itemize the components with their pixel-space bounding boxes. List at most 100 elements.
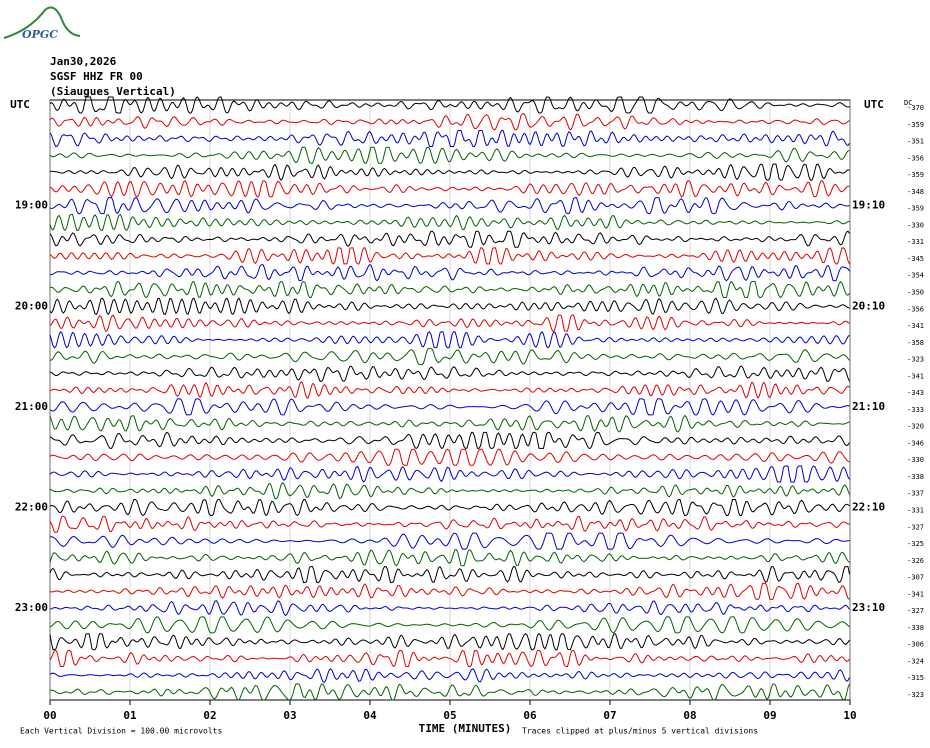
dc-value: -327 [907,607,924,615]
trace [49,431,850,450]
dc-value: -327 [907,523,924,531]
trace [49,683,850,701]
dc-value: -341 [907,372,924,380]
trace [49,465,850,483]
trace [49,667,850,683]
trace [49,196,850,215]
trace [49,549,850,567]
trace [49,297,850,316]
trace [49,365,850,382]
dc-value: -358 [907,339,924,347]
dc-value: -348 [907,188,924,196]
x-tick-label: 04 [363,709,377,722]
dc-value: -351 [907,138,924,146]
title: SGSF HHZ FR 00 [50,70,143,83]
trace [49,649,850,668]
left-time-label: 22:00 [15,501,48,514]
left-time-label: UTC [10,98,30,111]
trace [49,532,850,550]
dc-value: -320 [907,423,924,431]
x-tick-label: 03 [283,709,296,722]
trace [49,331,850,349]
footer-right: Traces clipped at plus/minus 5 vertical … [522,727,758,736]
footer-left: Each Vertical Division = 100.00 microvol… [20,727,222,736]
x-tick-label: 05 [443,709,456,722]
title: Jan30,2026 [50,55,117,68]
trace [49,230,850,248]
left-time-label: 19:00 [15,199,48,212]
logo: OPGC [22,28,58,41]
x-tick-label: 08 [683,709,696,722]
trace [49,398,850,416]
right-time-label: UTC [864,98,884,111]
trace [49,381,850,399]
dc-value: -337 [907,490,924,498]
left-time-label: 23:00 [15,601,48,614]
x-axis-label: TIME (MINUTES) [419,722,512,735]
dc-value: -343 [907,389,924,397]
trace [49,616,850,634]
x-tick-label: 09 [763,709,776,722]
trace [49,565,850,584]
x-tick-label: 02 [203,709,216,722]
dc-value: -345 [907,255,924,263]
dc-value: -315 [907,674,924,682]
dc-value: -330 [907,221,924,229]
trace [49,280,850,299]
trace [49,113,850,131]
left-time-label: 20:00 [15,299,48,312]
left-time-label: 21:00 [15,400,48,413]
dc-value: -341 [907,590,924,598]
dc-value: -338 [907,624,924,632]
trace [49,264,850,282]
right-time-label: 20:10 [852,299,885,312]
trace [49,180,850,198]
dc-value: -307 [907,574,924,582]
logo-curve [3,6,81,39]
dc-value: -325 [907,540,924,548]
dc-value: -338 [907,473,924,481]
trace [49,582,850,600]
dc-value: -354 [907,272,924,280]
dc-value: -350 [907,288,924,296]
trace [49,163,850,181]
right-time-label: 22:10 [852,501,885,514]
trace [49,633,850,651]
dc-value: -331 [907,238,924,246]
dc-value: -324 [907,657,924,665]
x-tick-label: 10 [843,709,856,722]
dc-value: -323 [907,691,924,699]
trace [49,247,850,265]
x-tick-label: 07 [603,709,616,722]
dc-value: -359 [907,121,924,129]
trace [49,96,850,114]
trace [49,481,850,500]
dc-value: -341 [907,322,924,330]
dc-value: -331 [907,507,924,515]
right-time-label: 23:10 [852,601,885,614]
dc-value: -359 [907,171,924,179]
trace [49,348,850,366]
title: (Siaugues Vertical) [50,85,176,98]
x-tick-label: 00 [43,709,56,722]
dc-value: -356 [907,305,924,313]
x-tick-label: 01 [123,709,137,722]
trace [49,146,850,164]
dc-value: -333 [907,406,924,414]
dc-value: -346 [907,439,924,447]
trace [49,600,850,617]
dc-value: -359 [907,205,924,213]
trace [49,515,850,533]
dc-value: -306 [907,641,924,649]
dc-value: -370 [907,104,924,112]
right-time-label: 19:10 [852,199,885,212]
right-time-label: 21:10 [852,400,885,413]
trace [49,213,850,232]
dc-value: -330 [907,456,924,464]
dc-value: -326 [907,557,924,565]
x-tick-label: 06 [523,709,537,722]
dc-value: -356 [907,154,924,162]
dc-label: DC [904,99,912,107]
